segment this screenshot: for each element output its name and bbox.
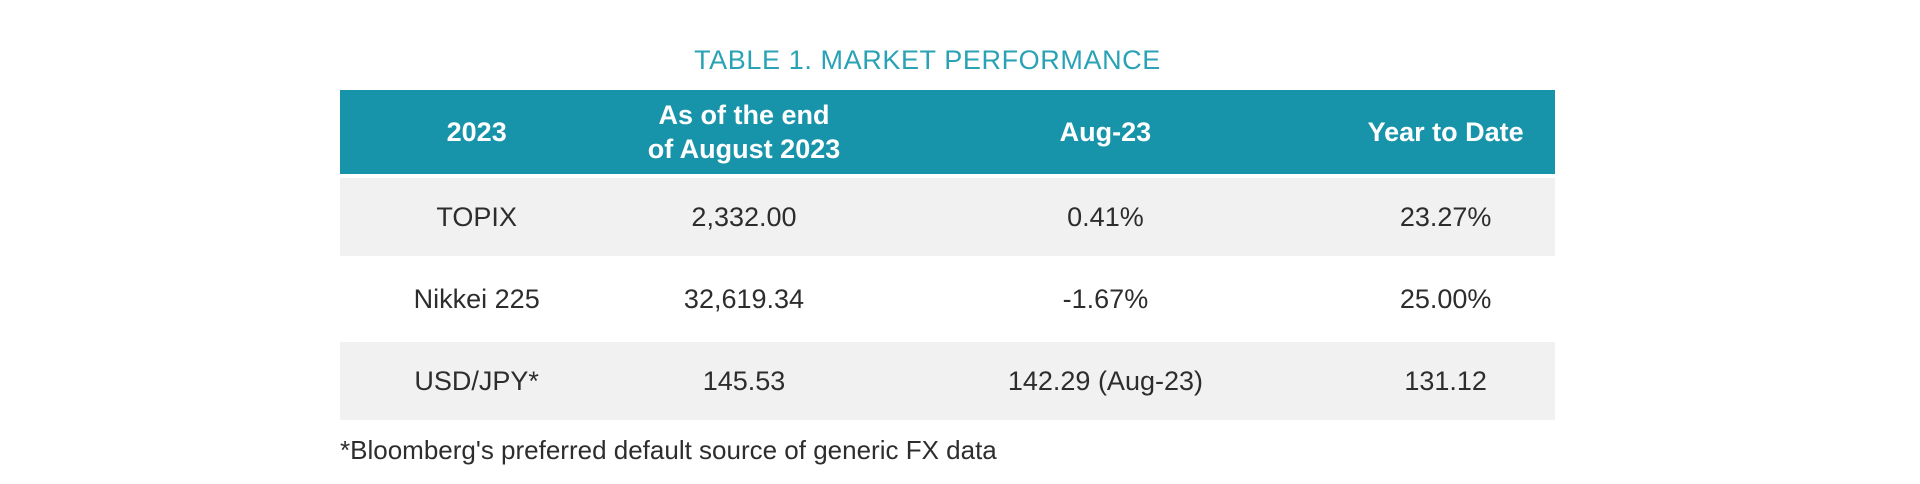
cell-value: 23.27% bbox=[1399, 201, 1492, 232]
cell-value: 32,619.34 bbox=[683, 283, 805, 314]
cell-value: 145.53 bbox=[702, 365, 786, 396]
table-row-usd-jpy: USD/JPY* 145.53 142.29 (Aug-23) 131.12 bbox=[340, 342, 1555, 420]
table-row-nikkei-225: Nikkei 225 32,619.34 -1.67% 25.00% bbox=[340, 260, 1555, 338]
header-cell-end-of-august: As of the end of August 2023 bbox=[647, 100, 841, 164]
table-title: TABLE 1. MARKET PERFORMANCE bbox=[694, 45, 1161, 75]
row-label: Nikkei 225 bbox=[413, 283, 540, 314]
cell-value: 142.29 (Aug-23) bbox=[1007, 365, 1203, 396]
header-cell-aug-23: Aug-23 bbox=[1059, 117, 1152, 147]
cell-value: 2,332.00 bbox=[691, 201, 797, 232]
cell-value: 0.41% bbox=[1067, 201, 1144, 232]
table-header-row: 2023 As of the end of August 2023 Aug-23… bbox=[340, 90, 1555, 174]
cell-value: 131.12 bbox=[1404, 365, 1487, 396]
cell-value: 25.00% bbox=[1399, 283, 1492, 314]
table-row-topix: TOPIX 2,332.00 0.41% 23.27% bbox=[340, 178, 1555, 256]
cell-value: -1.67% bbox=[1062, 283, 1149, 314]
market-performance-table: TABLE 1. MARKET PERFORMANCE 2023 As of t… bbox=[340, 46, 1555, 466]
row-label: USD/JPY* bbox=[414, 365, 539, 396]
header-cell-year: 2023 bbox=[446, 117, 507, 147]
header-cell-year-to-date: Year to Date bbox=[1367, 117, 1524, 147]
footnote: *Bloomberg's preferred default source of… bbox=[340, 435, 997, 465]
row-label: TOPIX bbox=[436, 201, 517, 232]
